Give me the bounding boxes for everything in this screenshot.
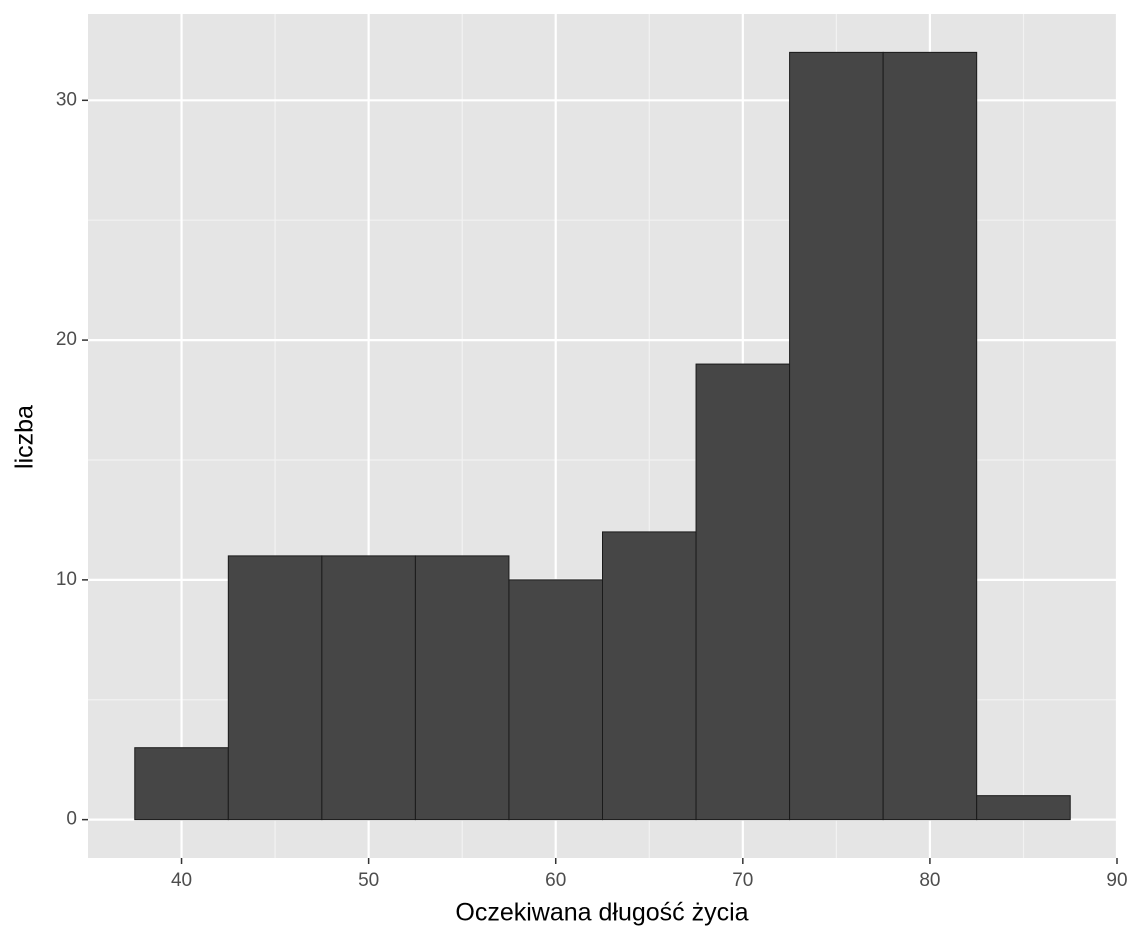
x-tick-label: 90 (1106, 870, 1127, 891)
bar (602, 531, 697, 821)
y-tick-label: 0 (66, 809, 77, 830)
y-tick-label: 30 (56, 89, 77, 110)
x-axis-title: Oczekiwana długość życia (455, 899, 748, 927)
bar (789, 51, 884, 821)
x-tick-label: 70 (732, 870, 753, 891)
y-tick-label: 20 (56, 329, 77, 350)
x-tick-label: 40 (171, 870, 192, 891)
bar (695, 363, 791, 821)
y-axis-title: liczba (11, 405, 39, 469)
x-tick-label: 60 (545, 870, 566, 891)
bar (508, 579, 604, 821)
x-tick-label: 80 (919, 870, 940, 891)
x-tick-label: 50 (358, 870, 379, 891)
bar (134, 747, 229, 821)
bar (414, 555, 510, 821)
bar (882, 51, 978, 821)
bar (227, 555, 323, 821)
bar (976, 795, 1071, 821)
bar (321, 555, 416, 821)
y-tick-label: 10 (56, 569, 77, 590)
